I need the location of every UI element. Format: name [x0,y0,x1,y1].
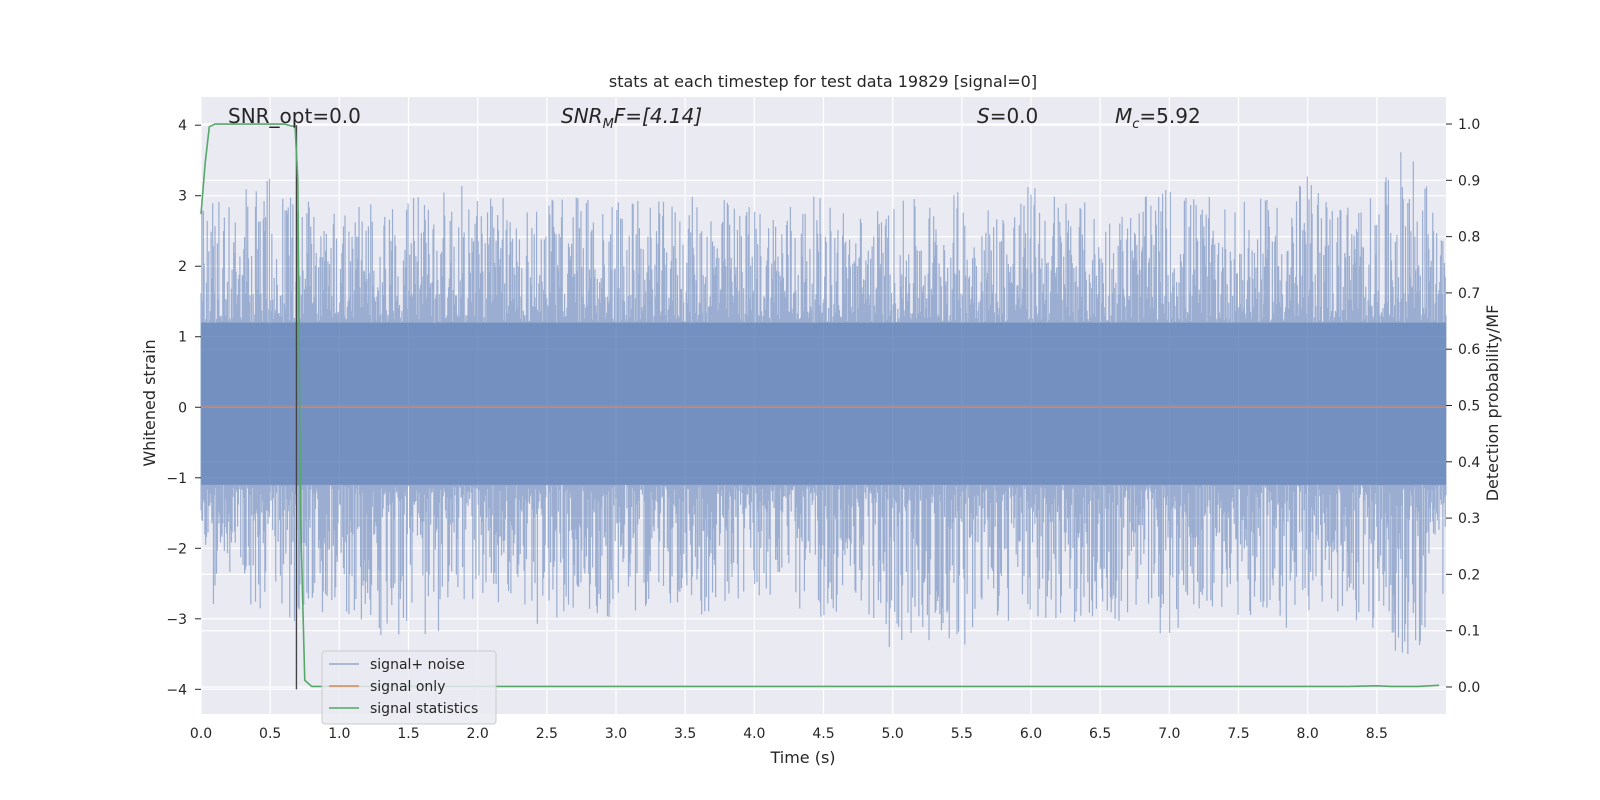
legend-label-signal-statistics: signal statistics [370,701,478,717]
x-tick-label: 2.5 [536,726,558,742]
y2-tick-label: 0.9 [1458,173,1480,189]
series-signal-statistics [200,123,1440,688]
x-axis-label: Time (s) [769,748,835,767]
x-tick-label: 6.0 [1020,726,1042,742]
x-tick-label: 8.0 [1297,726,1319,742]
y2-tick-label: 0.7 [1458,286,1480,302]
x-tick-label: 3.5 [674,726,696,742]
annotation-mc-value: =5.92 [1139,104,1200,128]
annotation-s: S=0.0 [977,104,1038,128]
annotation-snr-opt: SNR_opt=0.0 [228,104,361,128]
y2-tick-label: 0.5 [1458,399,1480,415]
y-axis-label: Whitened strain [140,339,159,466]
y-tick-label: 1 [178,330,187,346]
legend: signal+ noise signal only signal statist… [321,650,497,725]
y2-tick-label: 0.3 [1458,511,1480,527]
x-tick-label: 4.5 [812,726,834,742]
x-tick-label: 0.0 [190,726,212,742]
x-tick-label: 1.5 [397,726,419,742]
y2-tick-label: 0.2 [1458,567,1480,583]
x-tick-label: 5.5 [951,726,973,742]
annotation-snr-mf: SNRMF=[4.14] [561,104,702,132]
x-tick-label: 1.0 [328,726,350,742]
x-tick-label: 4.0 [743,726,765,742]
annotation-snr-mf-subscript: M [603,117,614,132]
series-signal-noise-core [201,322,1446,485]
annotation-mc-symbol: M [1115,104,1132,128]
x-tick-label: 0.5 [259,726,281,742]
y-tick-label: 0 [178,400,187,416]
y2-tick-label: 0.4 [1458,455,1480,471]
y2-axis-label: Detection probability/MF [1483,305,1502,502]
x-tick-label: 5.0 [882,726,904,742]
legend-label-signal-noise: signal+ noise [370,657,465,673]
y2-tick-label: 1.0 [1458,117,1480,133]
legend-label-signal-only: signal only [370,679,445,695]
y-tick-label: 4 [178,118,187,134]
annotation-s-value: =0.0 [990,104,1039,128]
x-tick-label: 2.0 [467,726,489,742]
annotation-mc: Mc=5.92 [1115,104,1201,132]
chart-title: stats at each timestep for test data 198… [609,72,1037,91]
x-tick-label: 7.0 [1158,726,1180,742]
y-tick-label: 3 [178,189,187,205]
annotation-mc-subscript: c [1132,117,1139,132]
y-tick-label: 2 [178,259,187,275]
annotation-snr-mf-value: F=[4.14] [614,104,702,128]
y2-tick-label: 0.6 [1458,342,1480,358]
x-tick-label: 7.5 [1227,726,1249,742]
y-tick-label: −4 [166,682,187,698]
y-tick-label: −3 [166,612,187,628]
annotation-snr-mf-symbol: SNR [561,104,603,128]
y-tick-label: −1 [166,471,187,487]
y-tick-label: −2 [166,541,187,557]
x-tick-label: 8.5 [1366,726,1388,742]
y2-tick-label: 0.8 [1458,230,1480,246]
x-tick-label: 3.0 [605,726,627,742]
annotation-s-symbol: S [977,104,990,128]
y2-tick-label: 0.0 [1458,680,1480,696]
y2-tick-label: 0.1 [1458,624,1480,640]
legend-box [321,650,497,725]
x-tick-label: 6.5 [1089,726,1111,742]
